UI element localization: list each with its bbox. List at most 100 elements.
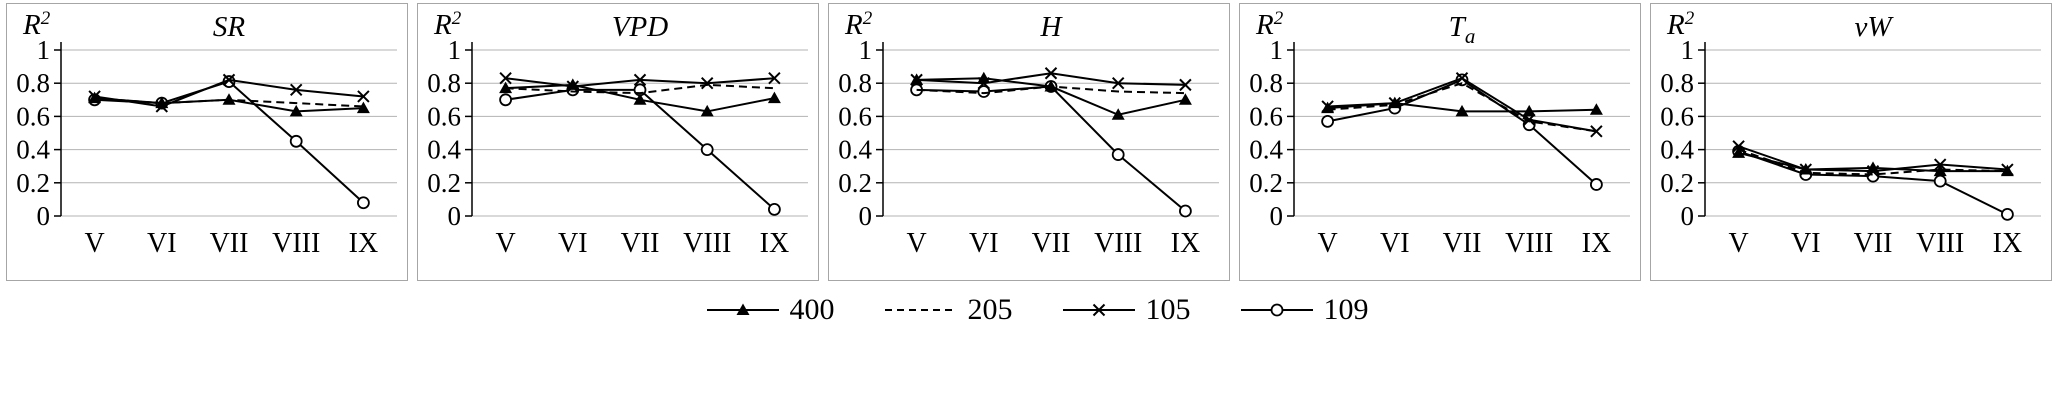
series-400-marker-triangle-filled-icon (1111, 108, 1125, 120)
y-tick-label: 0.8 (427, 68, 461, 98)
series-109-marker-circle-open-icon (1933, 174, 1947, 188)
x-tick-label: VII (1443, 228, 1482, 259)
x-tick-label: V (84, 228, 104, 259)
chart-panel-vW: 1 0.8 0.6 0.4 0.2 0 R2 vW V VI VII VIII IX (1650, 3, 2052, 281)
legend-item-105: 105 (1061, 293, 1191, 327)
series-400-marker-triangle-filled-icon (633, 93, 647, 105)
series-400-marker-triangle-filled-icon (910, 73, 924, 85)
x-tick-label: IX (1993, 228, 2023, 259)
series-400-marker-triangle-filled-icon (1933, 164, 1947, 177)
series-109-marker-circle-open-icon (1111, 148, 1125, 161)
series-400-marker-triangle-filled-icon (1044, 80, 1058, 92)
series-line-205 (1327, 82, 1597, 133)
legend-label: 400 (789, 293, 835, 326)
series-400-marker-triangle-filled-icon (289, 104, 303, 117)
y-tick-label: 0 (859, 201, 873, 231)
y-tick-label: 0.2 (838, 168, 872, 198)
legend-swatch-205-icon (884, 309, 957, 311)
legend-label: 109 (1323, 293, 1369, 326)
series-400-marker-triangle-filled-icon (1455, 104, 1469, 117)
chart-title: H (1040, 11, 1064, 43)
series-105-marker-x-icon (1590, 125, 1603, 138)
x-tick-label: VIII (1505, 228, 1553, 259)
series-109-marker-circle-open-icon (1321, 114, 1334, 128)
y-axis-title: R2 (844, 8, 873, 41)
series-400-marker-triangle-filled-icon (2000, 164, 2014, 177)
x-tick-label: VIII (1094, 228, 1142, 259)
series-105-marker-x-icon (1455, 72, 1469, 85)
series-105-marker-x-icon (633, 73, 647, 87)
chart-title: SR (213, 11, 246, 43)
chart-title: Ta (1449, 11, 1476, 48)
series-400-marker-triangle-filled-icon (88, 91, 102, 104)
y-tick-label: 0 (448, 201, 462, 231)
legend-swatch-105-icon (1062, 303, 1135, 317)
series-400-marker-triangle-filled-icon (566, 78, 580, 90)
series-105-marker-x-icon (1933, 158, 1947, 171)
series-400-marker-triangle-filled-icon (1866, 161, 1880, 173)
series-109-marker-circle-open-icon (1589, 178, 1603, 191)
x-tick-label: VIII (683, 228, 731, 259)
charts-row: 1 0.8 0.6 0.4 0.2 0 R2 SR V VI VII VIII IX 1 0.8 0.6 0.4… (6, 3, 2067, 281)
series-line-205 (505, 83, 775, 95)
series-400-marker-triangle-filled-icon (1321, 101, 1335, 114)
series-105-marker-x-icon (1111, 76, 1125, 90)
y-tick-label: 0.6 (16, 101, 50, 131)
legend-label: 105 (1145, 293, 1191, 326)
y-tick-label: 1 (859, 35, 873, 65)
y-tick-label: 0.6 (427, 101, 461, 131)
chart-panel-H: 1 0.8 0.6 0.4 0.2 0 R2 H V VI VII VIII IX (828, 3, 1230, 281)
legend-item-205: 205 (883, 293, 1013, 327)
x-tick-label: IX (1582, 228, 1612, 259)
chart-panel-Ta: 1 0.8 0.6 0.4 0.2 0 R2 Ta V VI VII VIII IX (1239, 3, 1641, 281)
x-tick-label: VI (969, 228, 999, 259)
series-400-marker-triangle-filled-icon (767, 91, 781, 104)
x-tick-label: VII (210, 228, 249, 259)
series-400-marker-triangle-filled-icon (155, 96, 169, 109)
series-400-marker-triangle-filled-icon (1522, 104, 1536, 117)
y-tick-label: 0.8 (16, 68, 50, 98)
series-109-marker-circle-open-icon (289, 134, 303, 148)
series-105-marker-x-icon (1179, 78, 1192, 92)
x-tick-label: IX (349, 228, 379, 259)
series-109-marker-circle-open-icon (1178, 204, 1192, 218)
y-tick-label: 0 (37, 201, 51, 231)
y-tick-label: 0.6 (1249, 101, 1283, 131)
series-line-109 (916, 85, 1187, 212)
x-tick-label: VIII (272, 228, 320, 259)
series-109-marker-circle-open-icon (499, 93, 512, 107)
y-tick-label: 0.4 (1660, 135, 1694, 165)
series-400-marker-triangle-filled-icon (499, 81, 513, 94)
series-105-marker-x-icon (1044, 67, 1058, 80)
series-400-marker-triangle-filled-icon (1388, 96, 1402, 109)
legend-item-109: 109 (1239, 293, 1369, 327)
y-tick-label: 1 (448, 35, 462, 65)
x-tick-label: VI (1380, 228, 1410, 259)
x-tick-label: VI (147, 228, 177, 259)
series-105-marker-x-icon (700, 76, 714, 90)
series-400-marker-triangle-filled-icon (222, 93, 236, 105)
x-tick-label: VII (1854, 228, 1893, 259)
legend: 400 205 105 109 (6, 293, 2067, 327)
series-105-marker-x-icon (1092, 303, 1105, 317)
x-tick-label: VI (1791, 228, 1821, 259)
legend-swatch-400-icon (706, 303, 779, 315)
y-tick-label: 0.6 (838, 101, 872, 131)
y-tick-label: 1 (1681, 35, 1695, 65)
x-tick-label: IX (760, 228, 790, 259)
series-400-marker-triangle-filled-icon (1589, 103, 1603, 115)
series-109-marker-circle-open-icon (767, 202, 781, 216)
legend-item-400: 400 (705, 293, 835, 327)
x-tick-label: V (495, 228, 515, 259)
series-400-marker-triangle-filled-icon (736, 303, 749, 315)
series-400-marker-triangle-filled-icon (1799, 163, 1813, 175)
series-105-marker-x-icon (357, 90, 370, 103)
chart-svg-H: 10.80.6 0.40.20 R2 H V VI VII VIII IX (838, 8, 1219, 259)
x-tick-label: VI (558, 228, 588, 259)
series-line-205 (1738, 148, 2008, 176)
series-109-marker-circle-open-icon (356, 196, 370, 210)
x-tick-label: V (1728, 228, 1748, 259)
figure: 1 0.8 0.6 0.4 0.2 0 R2 SR V VI VII VIII IX 1 0.8 0.6 0.4… (6, 3, 2067, 327)
